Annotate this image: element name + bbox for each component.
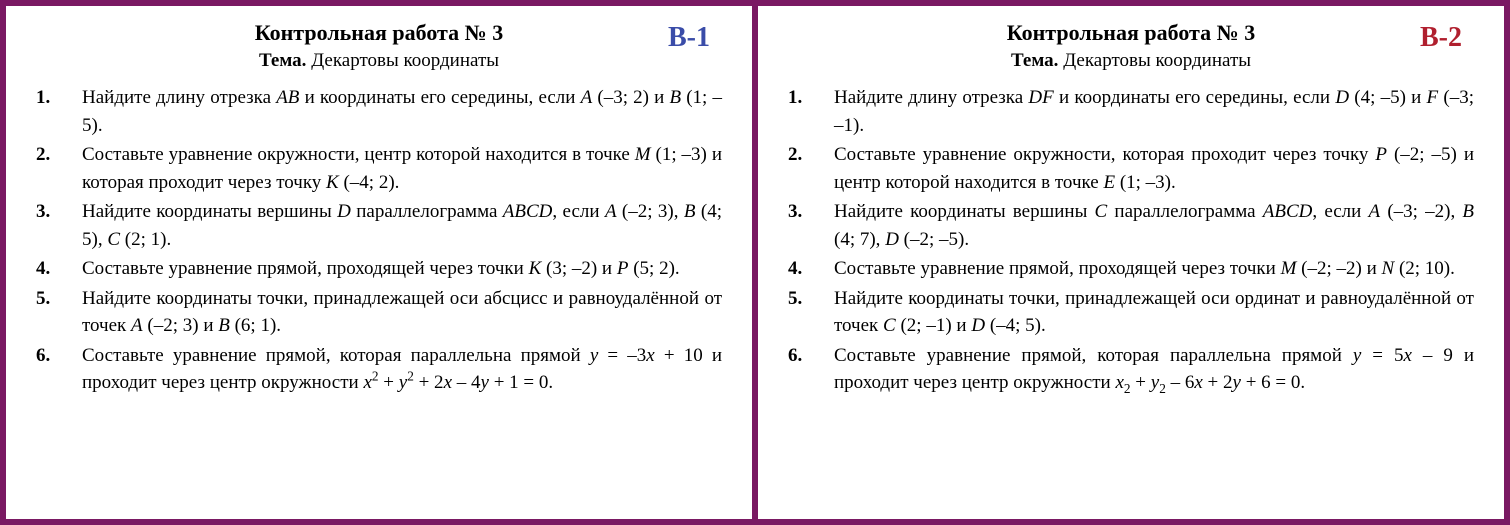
header: Контрольная работа № 3 Тема. Декартовы к… bbox=[788, 20, 1474, 72]
variant-label: В-2 bbox=[1420, 22, 1462, 54]
problem-item: 6.Составьте уравнение прямой, которая па… bbox=[36, 342, 722, 397]
problem-number: 3. bbox=[36, 198, 82, 253]
problem-item: 4.Составьте уравнение прямой, проходящей… bbox=[36, 255, 722, 283]
problem-text: Найдите координаты точки, принадлежащей … bbox=[82, 285, 722, 340]
problem-number: 4. bbox=[36, 255, 82, 283]
topic-prefix: Тема. bbox=[259, 50, 306, 71]
problem-item: 2.Составьте уравнение окружности, котора… bbox=[788, 141, 1474, 196]
problem-number: 4. bbox=[788, 255, 834, 283]
problem-item: 1.Найдите длину отрезка DF и координаты … bbox=[788, 84, 1474, 139]
problem-number: 1. bbox=[788, 84, 834, 139]
problem-text: Составьте уравнение прямой, которая пара… bbox=[82, 342, 722, 397]
problem-item: 1.Найдите длину отрезка AB и координаты … bbox=[36, 84, 722, 139]
problem-text: Составьте уравнение прямой, проходящей ч… bbox=[82, 255, 722, 283]
problem-list: 1.Найдите длину отрезка DF и координаты … bbox=[788, 84, 1474, 397]
problem-number: 3. bbox=[788, 198, 834, 253]
problem-number: 2. bbox=[36, 141, 82, 196]
variant-panel-2: В-2 Контрольная работа № 3 Тема. Декарто… bbox=[758, 6, 1504, 519]
topic-prefix: Тема. bbox=[1011, 50, 1058, 71]
work-title: Контрольная работа № 3 bbox=[36, 20, 722, 46]
topic-line: Тема. Декартовы координаты bbox=[36, 50, 722, 72]
variant-label: В-1 bbox=[668, 22, 710, 54]
problem-text: Составьте уравнение окружности, центр ко… bbox=[82, 141, 722, 196]
problem-text: Найдите координаты вершины D параллелогр… bbox=[82, 198, 722, 253]
problem-text: Составьте уравнение прямой, которая пара… bbox=[834, 342, 1474, 397]
problem-text: Составьте уравнение окружности, которая … bbox=[834, 141, 1474, 196]
problem-number: 1. bbox=[36, 84, 82, 139]
problem-text: Найдите координаты вершины C параллелогр… bbox=[834, 198, 1474, 253]
work-title: Контрольная работа № 3 bbox=[788, 20, 1474, 46]
problem-item: 2.Составьте уравнение окружности, центр … bbox=[36, 141, 722, 196]
problem-number: 2. bbox=[788, 141, 834, 196]
problem-text: Составьте уравнение прямой, проходящей ч… bbox=[834, 255, 1474, 283]
problem-item: 3.Найдите координаты вершины D параллело… bbox=[36, 198, 722, 253]
problem-item: 4.Составьте уравнение прямой, проходящей… bbox=[788, 255, 1474, 283]
problem-item: 3.Найдите координаты вершины C параллело… bbox=[788, 198, 1474, 253]
problem-item: 5.Найдите координаты точки, принадлежаще… bbox=[788, 285, 1474, 340]
problem-number: 6. bbox=[788, 342, 834, 397]
problem-item: 5.Найдите координаты точки, принадлежаще… bbox=[36, 285, 722, 340]
problem-text: Найдите длину отрезка AB и координаты ег… bbox=[82, 84, 722, 139]
variant-panel-1: В-1 Контрольная работа № 3 Тема. Декарто… bbox=[6, 6, 752, 519]
topic-text: Декартовы координаты bbox=[311, 50, 499, 71]
problem-text: Найдите длину отрезка DF и координаты ег… bbox=[834, 84, 1474, 139]
topic-text: Декартовы координаты bbox=[1063, 50, 1251, 71]
header: Контрольная работа № 3 Тема. Декартовы к… bbox=[36, 20, 722, 72]
problem-text: Найдите координаты точки, принадлежащей … bbox=[834, 285, 1474, 340]
problem-number: 6. bbox=[36, 342, 82, 397]
problem-number: 5. bbox=[36, 285, 82, 340]
problem-list: 1.Найдите длину отрезка AB и координаты … bbox=[36, 84, 722, 397]
problem-item: 6.Составьте уравнение прямой, которая па… bbox=[788, 342, 1474, 397]
topic-line: Тема. Декартовы координаты bbox=[788, 50, 1474, 72]
problem-number: 5. bbox=[788, 285, 834, 340]
